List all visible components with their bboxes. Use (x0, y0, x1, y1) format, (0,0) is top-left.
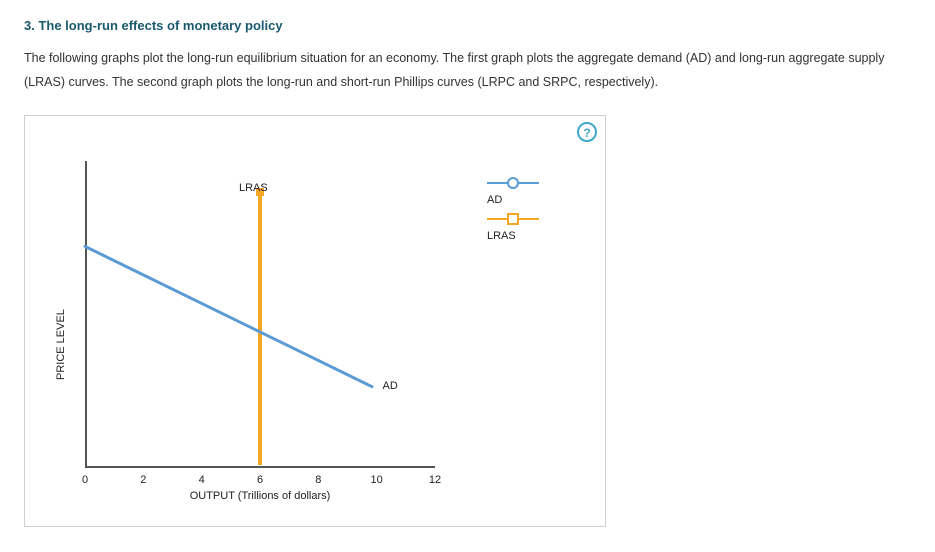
plot-area: 024681012PRICE LEVELOUTPUT (Trillions of… (85, 161, 435, 466)
question-heading: 3. The long-run effects of monetary poli… (24, 18, 911, 33)
legend-label: AD (487, 194, 577, 206)
x-tick-label: 10 (371, 474, 383, 486)
x-tick-label: 4 (199, 474, 205, 486)
help-button[interactable]: ? (577, 122, 597, 142)
x-axis-label: OUTPUT (Trillions of dollars) (190, 490, 331, 502)
legend-label: LRAS (487, 230, 577, 242)
legend-item-lras[interactable]: LRAS (487, 212, 577, 242)
x-tick-label: 0 (82, 474, 88, 486)
legend-item-ad[interactable]: AD (487, 176, 577, 206)
x-tick-label: 8 (315, 474, 321, 486)
ad-curve[interactable] (85, 161, 435, 466)
question-intro: The following graphs plot the long-run e… (24, 47, 904, 95)
x-tick-label: 12 (429, 474, 441, 486)
chart-container: ? 024681012PRICE LEVELOUTPUT (Trillions … (24, 115, 606, 527)
chart-legend: AD LRAS (487, 176, 577, 248)
x-axis (85, 466, 435, 468)
y-axis-label: PRICE LEVEL (55, 309, 67, 380)
x-tick-label: 2 (140, 474, 146, 486)
ad-label: AD (383, 380, 398, 392)
x-tick-label: 6 (257, 474, 263, 486)
